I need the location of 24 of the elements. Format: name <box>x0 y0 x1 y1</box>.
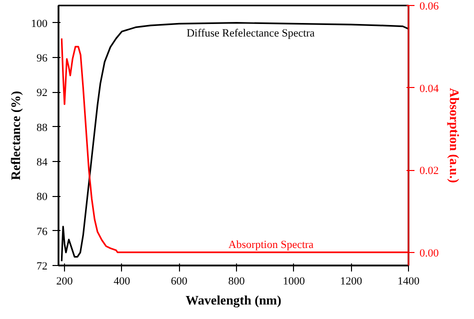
x-tick-label: 200 <box>56 276 74 288</box>
annotation: Diffuse Refelectance Spectra <box>186 27 315 40</box>
y2-axis-title: Absorption (a.u.) <box>446 88 462 184</box>
y2-tick-label: 0.06 <box>420 0 440 12</box>
y-tick-label: 96 <box>36 52 48 64</box>
y-tick-label: 72 <box>36 260 48 272</box>
x-tick-label: 1000 <box>282 276 306 288</box>
x-tick-label: 600 <box>170 276 188 288</box>
y-axis-title: Reflectance (%) <box>8 90 23 180</box>
x-tick-label: 1200 <box>340 276 363 288</box>
y-tick-label: 76 <box>36 226 48 238</box>
x-tick-label: 1400 <box>398 276 420 288</box>
y-tick-label: 100 <box>31 18 48 30</box>
annotation: Absorption Spectra <box>228 239 314 252</box>
y2-tick-label: 0.04 <box>420 82 440 95</box>
x-axis-title: Wavelength (nm) <box>186 292 282 308</box>
y2-tick-label: 0.02 <box>420 165 439 178</box>
y2-tick-label: 0.00 <box>420 247 440 260</box>
x-tick-label: 400 <box>114 276 131 288</box>
x-tick-label: 800 <box>228 276 246 288</box>
y-tick-label: 80 <box>36 191 48 204</box>
y-tick-label: 92 <box>36 87 48 100</box>
y-tick-label: 88 <box>36 122 48 134</box>
y-tick-label: 84 <box>36 156 48 168</box>
